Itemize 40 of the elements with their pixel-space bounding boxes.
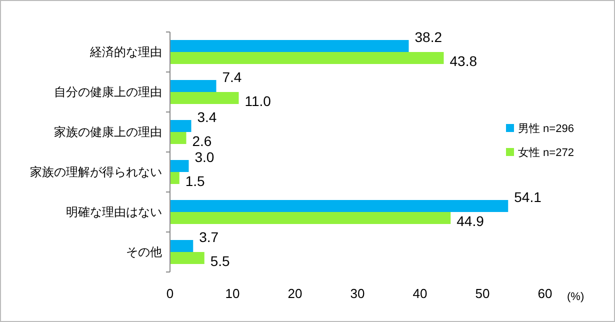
data-label: 3.4 — [197, 109, 217, 125]
x-tick-label: 50 — [475, 286, 490, 301]
x-tick-label: 20 — [288, 286, 302, 301]
data-label: 43.8 — [450, 53, 478, 69]
y-tick-label: 経済的な理由 — [89, 45, 162, 59]
bar — [170, 252, 204, 264]
x-tick-label: 60 — [538, 286, 552, 301]
data-label: 2.6 — [192, 133, 212, 149]
bar — [170, 52, 444, 64]
y-tick-label: 自分の健康上の理由 — [54, 85, 162, 99]
bar — [170, 200, 508, 212]
data-label: 7.4 — [222, 69, 242, 85]
bar — [170, 212, 451, 224]
data-label: 3.7 — [199, 229, 219, 245]
bar — [170, 80, 216, 92]
bar — [170, 40, 409, 52]
bar — [170, 172, 180, 184]
y-tick-label: 明確な理由はない — [66, 205, 162, 219]
x-tick-label: 10 — [225, 286, 240, 301]
bar — [170, 240, 194, 252]
y-tick-label: その他 — [126, 245, 162, 259]
y-tick-label: 家族の理解が得られない — [30, 165, 162, 179]
data-label: 3.0 — [194, 149, 214, 165]
x-tick-label: 30 — [350, 286, 365, 301]
x-tick-label: 40 — [412, 286, 428, 301]
bar — [170, 120, 192, 132]
data-label: 38.2 — [414, 29, 442, 45]
bar — [170, 92, 239, 104]
data-label: 54.1 — [514, 189, 542, 205]
x-tick-label: 0 — [166, 286, 174, 301]
bar — [170, 160, 189, 172]
y-tick-label: 家族の健康上の理由 — [54, 125, 162, 139]
bar — [170, 132, 186, 144]
legend-label: 男性 n=296 — [518, 123, 574, 135]
data-label: 1.5 — [185, 173, 206, 189]
legend-label: 女性 n=272 — [518, 147, 574, 159]
x-axis-title: (%) — [567, 291, 584, 303]
data-label: 11.0 — [244, 93, 272, 109]
data-label: 5.5 — [210, 253, 230, 269]
data-label: 44.9 — [456, 213, 484, 229]
